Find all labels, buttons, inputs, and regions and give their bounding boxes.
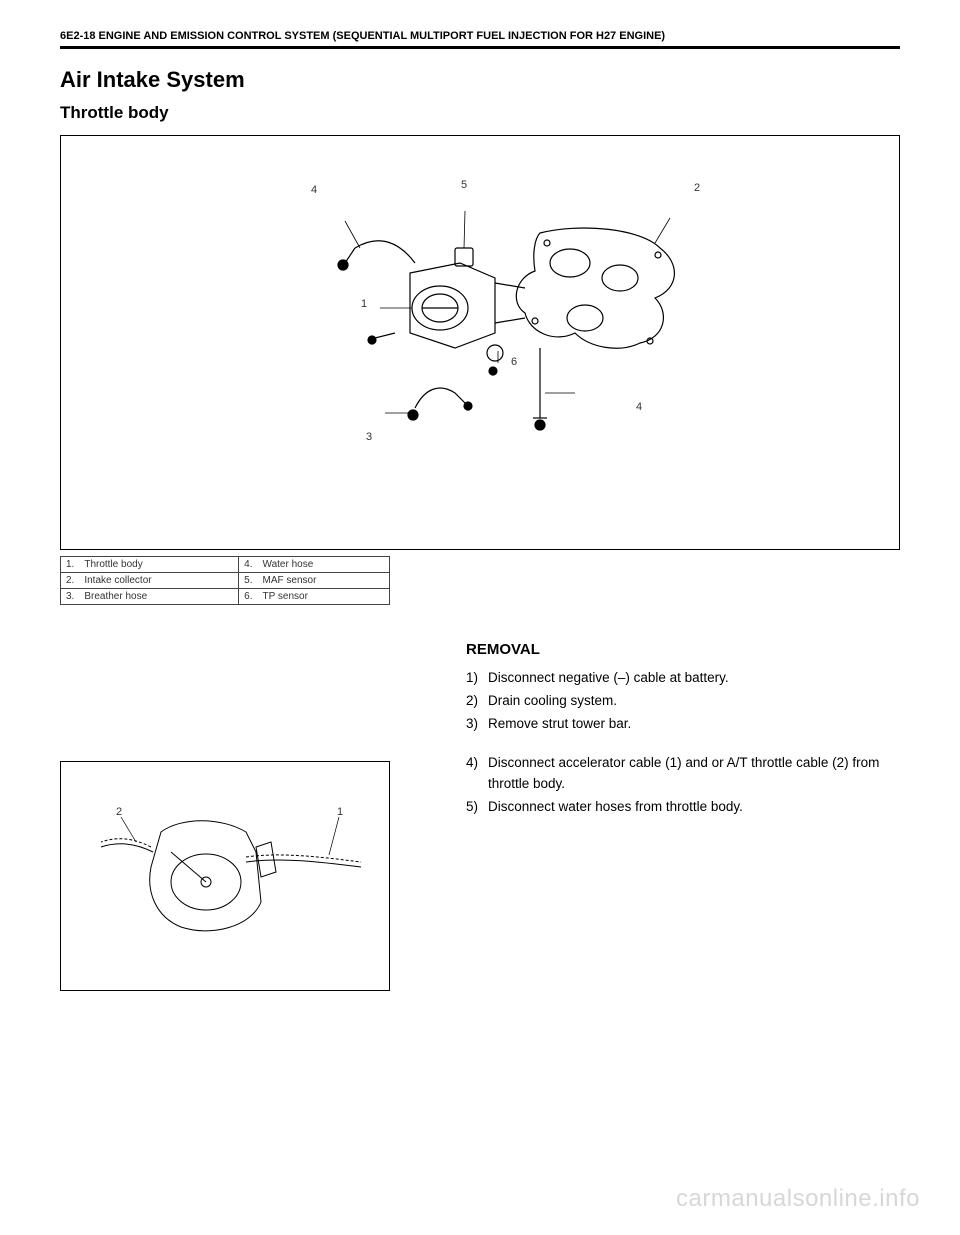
- callout-1: 1: [361, 298, 367, 310]
- legend-num: 1.: [61, 557, 80, 573]
- legend-label: MAF sensor: [258, 573, 390, 589]
- main-figure: 4 5 2 1 6 4 3: [60, 135, 900, 550]
- section-title: Air Intake System: [60, 67, 900, 93]
- callout-3: 3: [366, 431, 372, 443]
- section-subtitle: Throttle body: [60, 103, 900, 123]
- legend-label: Water hose: [258, 557, 390, 573]
- step-text: Disconnect negative (–) cable at battery…: [488, 668, 729, 689]
- removal-heading: REMOVAL: [466, 641, 900, 658]
- list-item: 2) Drain cooling system.: [466, 691, 900, 712]
- legend-label: Throttle body: [79, 557, 238, 573]
- accelerator-cable-figure: 2 1: [60, 761, 390, 991]
- watermark: carmanualsonline.info: [676, 1185, 920, 1213]
- step-number: 5): [466, 797, 488, 818]
- step-number: 2): [466, 691, 488, 712]
- step-number: 1): [466, 668, 488, 689]
- legend-num: 5.: [239, 573, 258, 589]
- list-item: 5) Disconnect water hoses from throttle …: [466, 797, 900, 818]
- legend-table: 1. Throttle body 4. Water hose 2. Intake…: [60, 556, 390, 605]
- small-callout-2: 2: [116, 806, 122, 818]
- legend-label: TP sensor: [258, 589, 390, 605]
- legend-num: 6.: [239, 589, 258, 605]
- callout-5: 5: [461, 179, 467, 191]
- callout-2: 2: [694, 182, 700, 194]
- step-text: Drain cooling system.: [488, 691, 617, 712]
- callout-4: 4: [311, 184, 317, 196]
- step-text: Disconnect water hoses from throttle bod…: [488, 797, 743, 818]
- throttle-body-diagram: [240, 193, 720, 493]
- legend-label: Intake collector: [79, 573, 238, 589]
- step-text: Remove strut tower bar.: [488, 714, 631, 735]
- table-row: 1. Throttle body 4. Water hose: [61, 557, 390, 573]
- cable-diagram: [61, 762, 391, 992]
- table-row: 3. Breather hose 6. TP sensor: [61, 589, 390, 605]
- list-item: 1) Disconnect negative (–) cable at batt…: [466, 668, 900, 689]
- table-row: 2. Intake collector 5. MAF sensor: [61, 573, 390, 589]
- legend-label: Breather hose: [79, 589, 238, 605]
- step-text: Disconnect accelerator cable (1) and or …: [488, 753, 900, 795]
- callout-4b: 4: [636, 401, 642, 413]
- small-callout-1: 1: [337, 806, 343, 818]
- legend-num: 3.: [61, 589, 80, 605]
- legend-num: 4.: [239, 557, 258, 573]
- callout-6: 6: [511, 356, 517, 368]
- list-item: 4) Disconnect accelerator cable (1) and …: [466, 753, 900, 795]
- removal-list: 1) Disconnect negative (–) cable at batt…: [466, 668, 900, 818]
- list-item: 3) Remove strut tower bar.: [466, 714, 900, 735]
- step-number: 3): [466, 714, 488, 735]
- step-number: 4): [466, 753, 488, 795]
- page-header: 6E2-18 ENGINE AND EMISSION CONTROL SYSTE…: [60, 30, 900, 49]
- legend-num: 2.: [61, 573, 80, 589]
